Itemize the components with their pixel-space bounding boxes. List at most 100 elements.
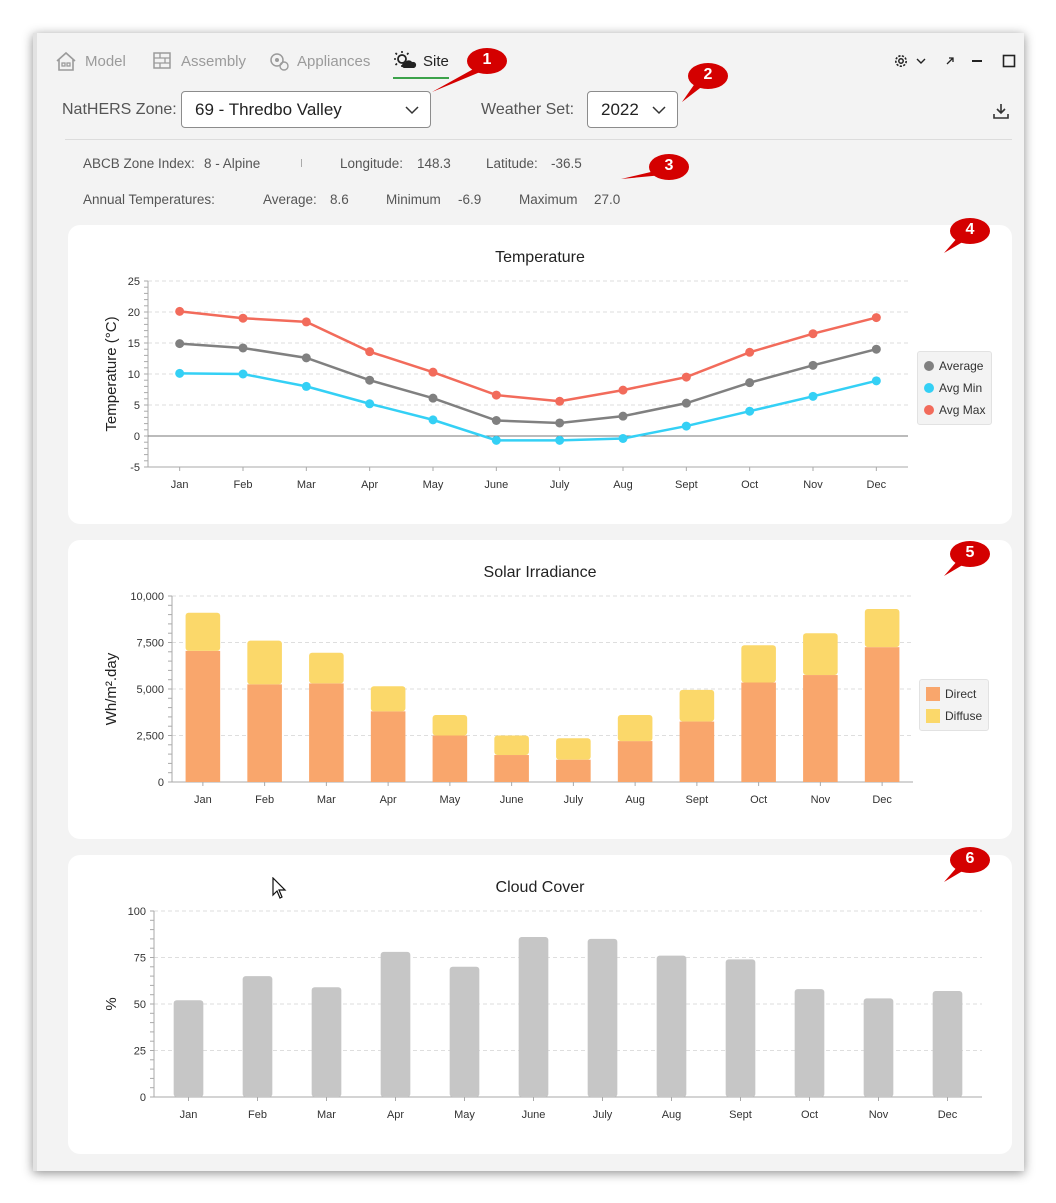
y-tick-label: -5	[130, 462, 140, 474]
settings-dropdown[interactable]	[892, 51, 927, 71]
data-point	[175, 368, 185, 378]
data-point	[808, 391, 818, 401]
data-point	[745, 347, 755, 357]
y-tick-label: 0	[134, 431, 140, 443]
data-point	[681, 398, 691, 408]
data-point	[365, 375, 375, 385]
y-tick-label: 50	[134, 999, 146, 1011]
x-tick-label: July	[593, 1109, 613, 1121]
bar	[617, 715, 653, 742]
bar	[803, 633, 838, 676]
bar	[432, 735, 468, 782]
nathers-zone-label: NatHERS Zone:	[62, 101, 177, 118]
y-tick-label: 25	[128, 276, 140, 288]
callout-shape	[467, 48, 507, 74]
data-point	[681, 421, 691, 431]
solar-irradiance-chart: 10,000 7,500 5,000 2,500 0 Jan Feb Mar Apr May Jun…	[103, 591, 913, 806]
bar	[656, 955, 687, 1097]
nathers-zone-select[interactable]: 69 - Thredbo Valley	[181, 91, 431, 128]
maximize-button[interactable]	[1002, 51, 1016, 71]
tab-site[interactable]: Site	[393, 47, 449, 79]
data-point	[175, 306, 185, 316]
x-tick-label: May	[454, 1109, 475, 1121]
data-point	[555, 435, 565, 445]
x-tick-label: June	[522, 1109, 546, 1121]
solar-legend: Direct Diffuse	[919, 679, 990, 731]
x-tick-label: Feb	[248, 1109, 267, 1121]
bar	[173, 1000, 204, 1097]
x-tick-label: Aug	[625, 794, 645, 806]
x-tick-label: July	[564, 794, 584, 806]
x-tick-label: Dec	[872, 794, 892, 806]
tab-assembly[interactable]: Assembly	[151, 47, 246, 75]
data-point	[238, 313, 248, 323]
data-point	[301, 317, 311, 327]
data-point	[175, 339, 185, 349]
x-tick-label: Dec	[867, 479, 887, 491]
tab-model-label: Model	[85, 52, 126, 70]
tab-appliances[interactable]: Appliances	[267, 47, 370, 75]
x-tick-label: Jan	[180, 1109, 198, 1121]
x-tick-label: June	[484, 479, 508, 491]
longitude-label: Longitude:	[340, 156, 404, 171]
data-point	[491, 435, 501, 445]
y-tick-label: 75	[134, 953, 146, 965]
callout-marker: 4	[944, 217, 990, 253]
bar	[741, 645, 776, 683]
minimize-button[interactable]	[971, 51, 983, 71]
y-tick-label: 10,000	[130, 591, 164, 603]
data-point	[491, 390, 501, 400]
temperature-card: Temperature 25 20 15 10 5 0 -5 Jan Feb Mar Apr May J…	[68, 225, 1012, 524]
callout-marker: 5	[944, 540, 990, 576]
callout-marker: 6	[944, 846, 990, 882]
bar	[556, 759, 591, 782]
x-tick-label: Apr	[387, 1109, 404, 1121]
download-button[interactable]	[992, 101, 1010, 121]
y-tick-label: 20	[128, 307, 140, 319]
chevron-down-icon	[405, 106, 419, 115]
series-line	[179, 310, 877, 403]
x-tick-label: June	[500, 794, 524, 806]
callout-marker: 2	[682, 62, 728, 102]
bar	[679, 689, 715, 722]
chevron-down-icon	[652, 106, 666, 115]
y-axis-label: Temperature (°C)	[103, 316, 120, 431]
bar	[741, 682, 776, 782]
app-window: Model Assembly Appliances Site NatHERS Z…	[33, 33, 1024, 1171]
brick-wall-icon	[153, 52, 171, 69]
x-tick-label: Feb	[234, 479, 253, 491]
temperature-legend: Average Avg Min Avg Max	[917, 351, 993, 425]
maximum-value: 27.0	[594, 192, 621, 207]
callout-shape	[950, 218, 990, 244]
minimum-value: -6.9	[458, 192, 482, 207]
callout-marker: 1	[432, 47, 507, 92]
house-icon	[56, 51, 76, 71]
arrow-up-right-icon	[946, 57, 954, 65]
callout-shape	[950, 541, 990, 567]
data-point	[301, 353, 311, 363]
data-point	[808, 329, 818, 339]
x-tick-label: Apr	[361, 479, 378, 491]
y-tick-label: 5	[134, 400, 140, 412]
x-tick-label: Nov	[811, 794, 831, 806]
bar	[803, 675, 838, 782]
legend-label: Avg Min	[939, 381, 983, 395]
callout-shape	[950, 847, 990, 873]
bar	[725, 959, 756, 1097]
popout-button[interactable]	[944, 51, 956, 71]
y-tick-label: 0	[158, 777, 164, 789]
tab-site-label: Site	[423, 52, 449, 70]
temperature-chart-title: Temperature	[495, 249, 585, 266]
bar	[311, 987, 342, 1097]
bar	[679, 721, 715, 782]
tab-model[interactable]: Model	[55, 47, 126, 75]
y-tick-label: 15	[128, 338, 140, 350]
legend-item-avg-max: Avg Max	[924, 399, 985, 421]
data-point	[618, 385, 628, 395]
header-divider	[65, 139, 1012, 140]
weather-set-select[interactable]: 2022	[587, 91, 678, 128]
y-tick-label: 5,000	[136, 684, 164, 696]
callout-number: 5	[965, 544, 975, 561]
legend-swatch	[926, 687, 940, 701]
x-tick-label: Jan	[171, 479, 189, 491]
